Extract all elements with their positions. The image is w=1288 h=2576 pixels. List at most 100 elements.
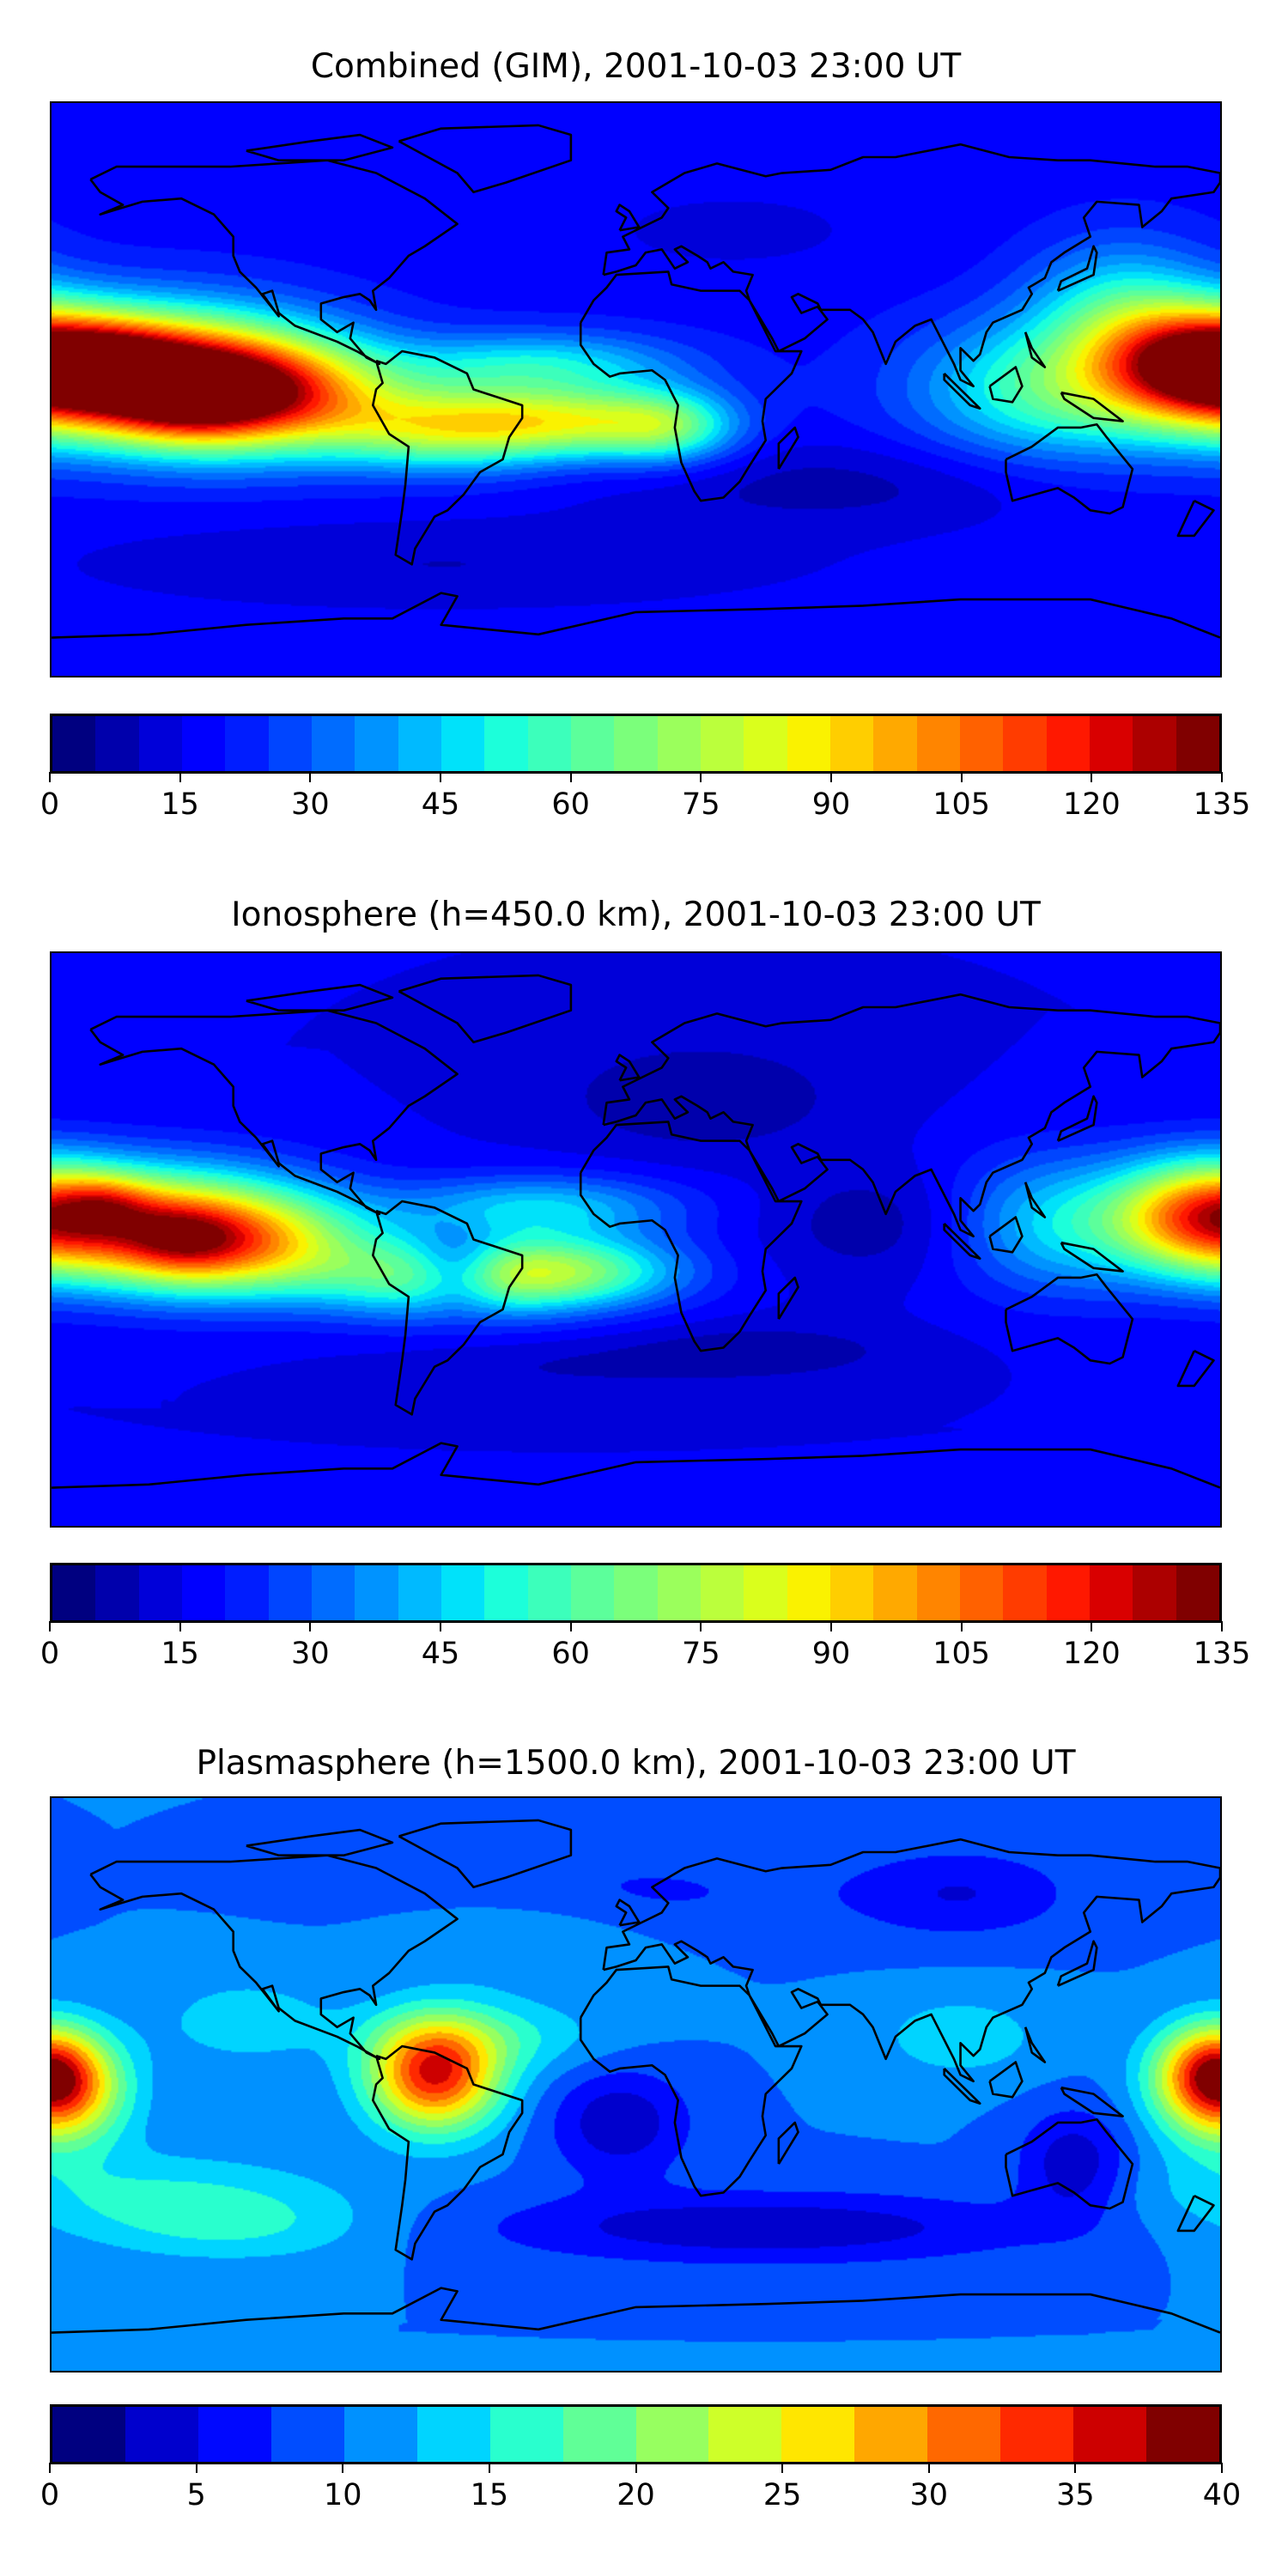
colorbar-level-15 [700,716,744,771]
colorbar-level-6 [489,2407,563,2462]
colorbar-tick-label: 60 [551,1637,590,1671]
colorbar-level-1 [95,1565,139,1620]
colorbar-tick-label: 40 [1202,2478,1242,2512]
panel-title-ionosphere: Ionosphere (h=450.0 km), 2001-10-03 23:0… [231,896,1041,934]
map-combined [50,101,1222,677]
colorbar-level-18 [829,716,874,771]
colorbar-tick [49,2463,51,2473]
colorbar-plasmasphere [50,2404,1222,2464]
colorbar-tick-label: 105 [933,1637,991,1671]
coastlines-plasmasphere [52,1798,1220,2371]
colorbar-level-13 [1000,2407,1074,2462]
colorbar-tick [960,772,963,782]
colorbar-tick-label: 90 [811,1637,851,1671]
colorbar-tick [569,772,572,782]
colorbar-level-0 [52,716,96,771]
colorbar-tick-label: 5 [186,2478,206,2512]
colorbar-tick [635,2463,637,2473]
colorbar-level-2 [197,2407,271,2462]
coastlines-ionosphere [52,953,1220,1526]
colorbar-level-18 [829,1565,874,1620]
colorbar-level-22 [1003,716,1047,771]
colorbar-tick [342,2463,344,2473]
colorbar-level-9 [440,1565,485,1620]
panel-title-combined: Combined (GIM), 2001-10-03 23:00 UT [310,47,962,86]
colorbar-level-1 [95,716,139,771]
colorbar-tick [1074,2463,1077,2473]
colorbar-level-11 [854,2407,928,2462]
colorbar-level-16 [744,1565,787,1620]
tec-field-ionosphere [52,953,1220,1526]
colorbar-tick [309,1621,312,1631]
colorbar-tick-label: 0 [39,787,60,822]
coastline-path [52,1820,1220,2333]
colorbar-level-10 [484,1565,528,1620]
colorbar-tick [309,772,312,782]
colorbar-level-4 [343,2407,417,2462]
colorbar-tick-label: 10 [323,2478,362,2512]
colorbar-tick-label: 120 [1062,1637,1121,1671]
colorbar-tick-label: 15 [161,787,199,822]
tec-field-combined [52,103,1220,676]
colorbar-level-13 [614,1565,658,1620]
colorbar-level-16 [744,716,787,771]
colorbar-tick [781,2463,784,2473]
colorbar-level-3 [181,1565,226,1620]
colorbar-tick [927,2463,930,2473]
colorbar-level-12 [927,2407,1001,2462]
colorbar-level-15 [1146,2407,1219,2462]
colorbar-tick [569,1621,572,1631]
colorbar-level-14 [1073,2407,1147,2462]
colorbar-tick-label: 45 [421,1637,460,1671]
tec-field-plasmasphere [52,1798,1220,2371]
colorbar-level-9 [440,716,485,771]
colorbar-level-23 [1046,1565,1090,1620]
colorbar-level-14 [657,1565,701,1620]
colorbar-tick-label: 120 [1062,787,1121,822]
colorbar-level-7 [355,716,398,771]
colorbar-ionosphere [50,1563,1222,1623]
colorbar-tick [440,772,441,782]
coastline-path [52,125,1220,638]
colorbar-level-9 [708,2407,782,2462]
colorbar-level-7 [562,2407,636,2462]
colorbar-tick-label: 0 [39,2478,60,2512]
colorbar-level-26 [1176,716,1219,771]
colorbar-tick [1221,1621,1223,1631]
colorbar-tick-label: 135 [1193,1637,1251,1671]
colorbar-level-20 [916,716,960,771]
colorbar-level-13 [614,716,658,771]
colorbar-level-4 [225,1565,269,1620]
colorbar-tick [830,1621,832,1631]
colorbar-level-3 [181,716,226,771]
colorbar-tick [960,1621,963,1631]
colorbar-level-11 [527,716,571,771]
colorbar-level-7 [355,1565,398,1620]
colorbar-level-1 [125,2407,198,2462]
colorbar-tick-label: 15 [470,2478,509,2512]
colorbar-level-25 [1133,1565,1176,1620]
colorbar-level-10 [781,2407,855,2462]
colorbar-level-26 [1176,1565,1219,1620]
colorbar-level-25 [1133,716,1176,771]
colorbar-tick-label: 30 [291,787,330,822]
colorbar-tick [195,2463,197,2473]
colorbar-tick [830,772,832,782]
colorbar-tick-label: 60 [551,787,590,822]
colorbar-tick-label: 20 [617,2478,655,2512]
colorbar-tick [49,1621,51,1631]
colorbar-tick-label: 45 [421,787,460,822]
colorbar-level-8 [398,1565,441,1620]
colorbar-tick [1091,1621,1093,1631]
coastlines-combined [52,103,1220,676]
colorbar-level-4 [225,716,269,771]
colorbar-ticks-ionosphere: 0 15 30 45 60 75 90 105 120 135 [40,1621,1250,1690]
colorbar-level-14 [657,716,701,771]
panel-title-plasmasphere: Plasmasphere (h=1500.0 km), 2001-10-03 2… [196,1744,1076,1783]
colorbar-level-8 [398,716,441,771]
colorbar-level-24 [1089,716,1133,771]
colorbar-level-20 [916,1565,960,1620]
colorbar-level-2 [138,716,182,771]
map-ionosphere [50,951,1222,1528]
colorbar-tick [700,772,702,782]
